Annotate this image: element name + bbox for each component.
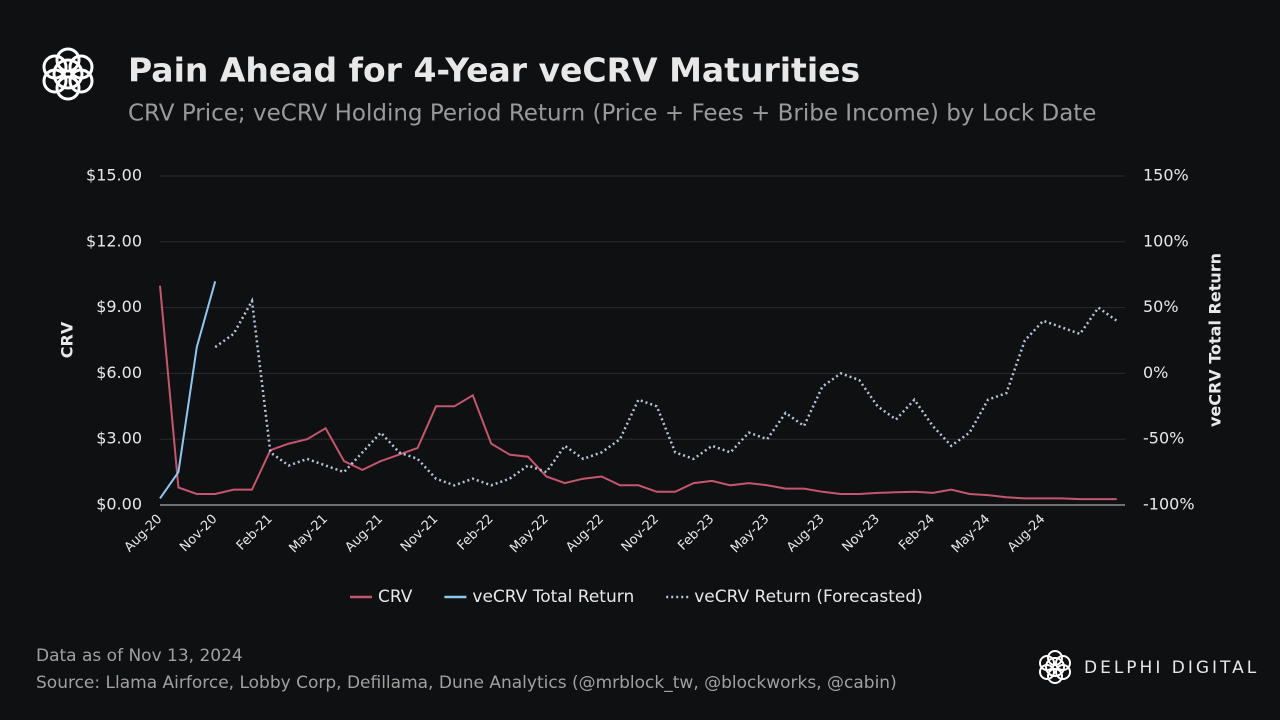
y2-tick-label: 100% bbox=[1143, 231, 1189, 250]
y2-axis-label: veCRV Total Return bbox=[1206, 253, 1225, 427]
footer-note: Data as of Nov 13, 2024 bbox=[36, 646, 243, 666]
brand-logo bbox=[1039, 650, 1071, 684]
legend-label: veCRV Total Return bbox=[472, 587, 634, 607]
y-tick-label: $9.00 bbox=[96, 297, 142, 316]
footer-source: Source: Llama Airforce, Lobby Corp, Defi… bbox=[36, 673, 897, 693]
series-line bbox=[159, 281, 217, 499]
y2-tick-label: 0% bbox=[1143, 363, 1168, 382]
y-tick-label: $0.00 bbox=[96, 495, 142, 514]
series-line bbox=[159, 285, 1117, 501]
y-axis-label: CRV bbox=[58, 321, 77, 358]
y2-tick-label: -50% bbox=[1143, 429, 1184, 448]
series-line bbox=[214, 297, 1118, 487]
chart-subtitle: CRV Price; veCRV Holding Period Return (… bbox=[128, 101, 1096, 127]
y2-tick-label: 150% bbox=[1143, 166, 1189, 185]
brand-name: DELPHI DIGITAL bbox=[1084, 658, 1259, 678]
chart-title: Pain Ahead for 4-Year veCRV Maturities bbox=[128, 51, 860, 90]
y2-tick-label: -100% bbox=[1143, 495, 1195, 514]
y2-tick-label: 50% bbox=[1143, 297, 1179, 316]
y-tick-label: $3.00 bbox=[96, 429, 142, 448]
legend-label: CRV bbox=[378, 587, 413, 607]
logo bbox=[42, 47, 94, 101]
y-tick-label: $15.00 bbox=[86, 166, 142, 185]
y-tick-label: $12.00 bbox=[86, 231, 142, 250]
legend-label: veCRV Return (Forecasted) bbox=[694, 587, 923, 607]
y-tick-label: $6.00 bbox=[96, 363, 142, 382]
